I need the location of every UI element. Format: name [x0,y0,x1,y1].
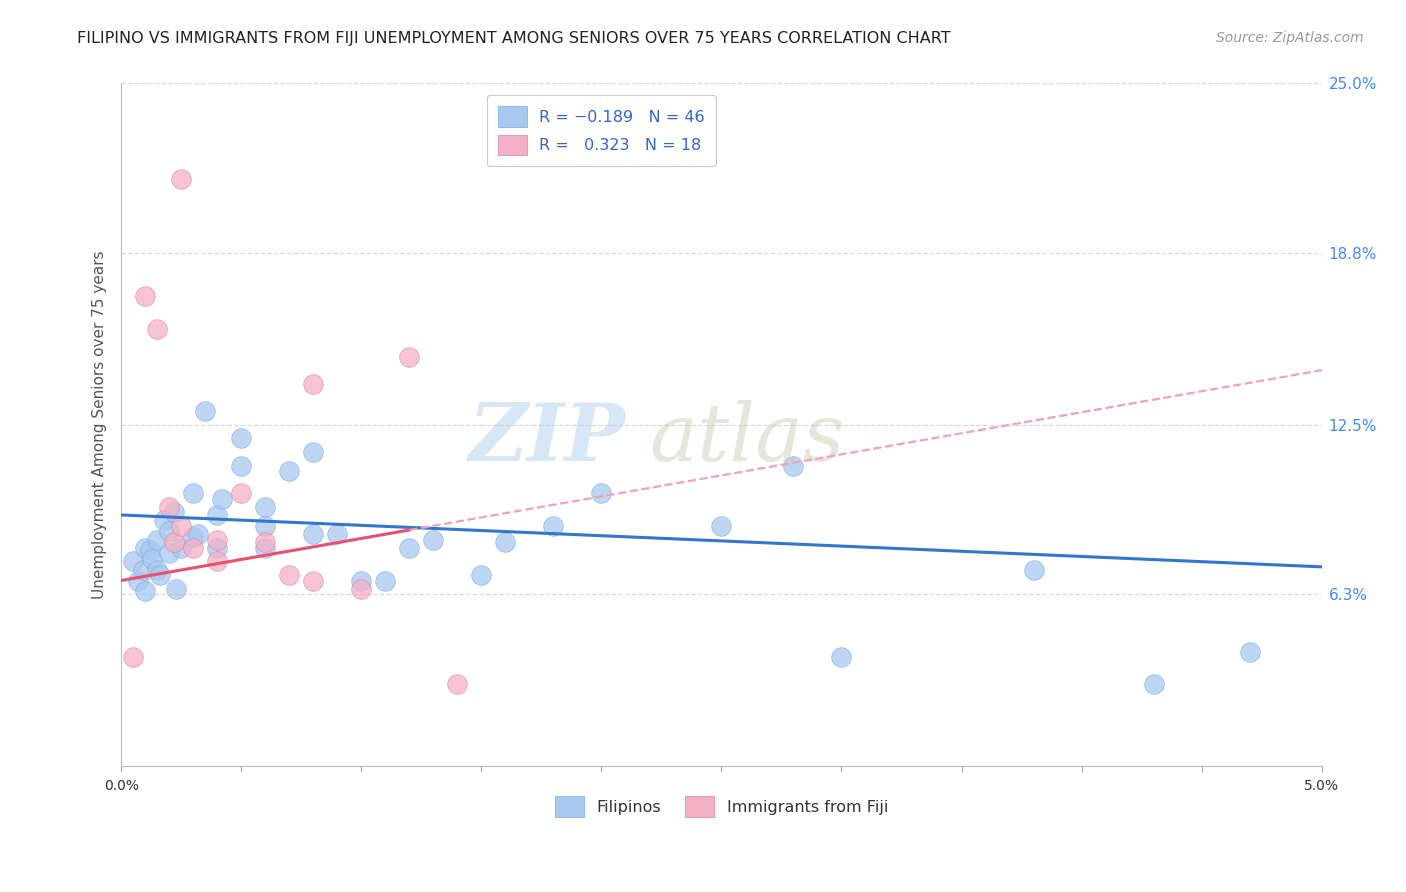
Point [782,458,804,473]
Point [163,535,186,549]
Point [187,527,209,541]
Point [374,574,396,588]
Point [181,530,204,544]
Point [207,554,229,568]
Text: atlas: atlas [650,400,845,477]
Text: Source: ZipAtlas.com: Source: ZipAtlas.com [1216,31,1364,45]
Point [494,535,516,549]
Point [302,445,325,459]
Point [278,464,301,478]
Legend: Filipinos, Immigrants from Fiji: Filipinos, Immigrants from Fiji [548,789,894,823]
Point [181,541,204,555]
Point [710,519,733,533]
Point [139,543,162,558]
Point [350,574,373,588]
Point [170,519,193,533]
Point [302,376,325,391]
Text: FILIPINO VS IMMIGRANTS FROM FIJI UNEMPLOYMENT AMONG SENIORS OVER 75 YEARS CORREL: FILIPINO VS IMMIGRANTS FROM FIJI UNEMPLO… [77,31,950,46]
Point [543,519,565,533]
Point [134,584,156,599]
Point [170,541,193,555]
Point [231,458,253,473]
Point [146,563,169,577]
Point [134,541,156,555]
Point [141,551,163,566]
Point [422,533,444,547]
Point [181,486,204,500]
Point [302,527,325,541]
Y-axis label: Unemployment Among Seniors over 75 years: Unemployment Among Seniors over 75 years [93,251,107,599]
Point [254,541,277,555]
Point [254,535,277,549]
Point [302,574,325,588]
Point [163,505,186,519]
Point [231,486,253,500]
Point [446,677,468,691]
Point [132,563,155,577]
Point [134,289,156,303]
Point [1142,677,1164,691]
Point [122,554,145,568]
Point [398,350,420,364]
Point [207,533,229,547]
Point [170,172,193,186]
Point [278,568,301,582]
Point [194,404,217,418]
Point [326,527,349,541]
Point [122,650,145,665]
Point [146,322,169,336]
Point [165,582,187,596]
Point [398,541,420,555]
Point [127,574,149,588]
Point [157,546,180,560]
Point [207,508,229,522]
Point [470,568,492,582]
Point [591,486,613,500]
Point [350,582,373,596]
Point [149,568,172,582]
Point [207,541,229,555]
Point [254,519,277,533]
Point [254,500,277,514]
Point [211,491,233,506]
Point [157,500,180,514]
Point [157,524,180,539]
Point [231,432,253,446]
Text: ZIP: ZIP [468,400,626,477]
Point [1239,644,1261,658]
Point [830,650,852,665]
Point [153,513,176,527]
Point [146,533,169,547]
Point [1022,563,1045,577]
